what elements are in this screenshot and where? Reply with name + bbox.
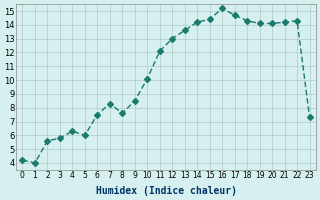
X-axis label: Humidex (Indice chaleur): Humidex (Indice chaleur): [95, 186, 236, 196]
